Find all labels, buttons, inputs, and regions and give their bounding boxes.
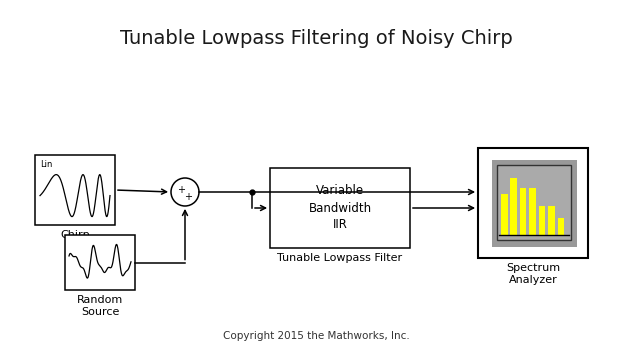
Text: Lin: Lin [40,160,52,169]
Text: Copyright 2015 the Mathworks, Inc.: Copyright 2015 the Mathworks, Inc. [222,331,410,341]
Bar [478,148,588,258]
Bar [270,168,410,248]
Bar [538,206,545,235]
Bar [557,218,564,235]
Bar [511,178,517,235]
Bar [520,188,526,235]
Bar [501,194,507,235]
Text: Chirp: Chirp [60,230,90,240]
Text: Spectrum
Analyzer: Spectrum Analyzer [506,263,560,285]
Bar [492,160,577,247]
Text: Tunable Lowpass Filter: Tunable Lowpass Filter [277,253,403,263]
Text: +: + [184,192,192,202]
Text: Variable
Bandwidth
IIR: Variable Bandwidth IIR [308,185,372,232]
Bar [65,235,135,290]
Bar [548,206,555,235]
Bar [35,155,115,225]
Bar [529,188,536,235]
Ellipse shape [171,178,199,206]
Text: Tunable Lowpass Filtering of Noisy Chirp: Tunable Lowpass Filtering of Noisy Chirp [119,28,513,47]
Bar [497,165,571,240]
Text: Random
Source: Random Source [77,295,123,317]
Text: +: + [177,185,185,195]
